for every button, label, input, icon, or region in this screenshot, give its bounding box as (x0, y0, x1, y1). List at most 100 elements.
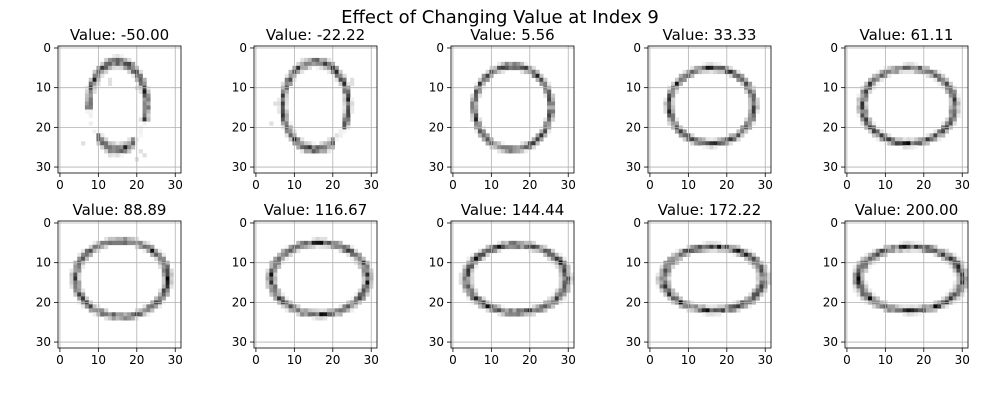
image-pixel (759, 292, 764, 297)
image-pixel (864, 89, 869, 94)
image-pixel (462, 272, 467, 277)
image-pixel (570, 280, 575, 285)
image-pixel (504, 244, 509, 250)
image-pixel (73, 284, 78, 289)
image-pixel (470, 276, 475, 281)
image-pixel (701, 304, 706, 309)
image-pixel (92, 244, 97, 250)
image-pixel (497, 304, 502, 309)
image-pixel (747, 97, 753, 102)
image-pixel (458, 276, 463, 281)
image-pixel (856, 264, 861, 269)
image-pixel (334, 133, 339, 138)
y-tick-label: 10 (626, 256, 641, 270)
image-pixel (296, 248, 301, 254)
image-pixel (875, 81, 880, 86)
panel-title: Value: 200.00 (855, 201, 959, 219)
image-pixel (300, 149, 305, 154)
image-pixel (161, 256, 166, 261)
image-pixel (104, 141, 109, 146)
image-pixel (296, 141, 301, 146)
image-pixel (265, 280, 270, 285)
image-pixel (477, 89, 483, 94)
image-pixel (342, 81, 347, 86)
image-pixel (111, 61, 116, 67)
x-tick-label: 30 (561, 353, 576, 367)
image-pixel (462, 276, 467, 281)
image-pixel (941, 121, 946, 126)
x-tick-label: 10 (91, 178, 106, 192)
image-pixel (280, 89, 286, 94)
x-tick-label: 30 (758, 178, 773, 192)
image-pixel (508, 145, 513, 150)
image-pixel (497, 240, 502, 246)
image-pixel (346, 252, 351, 258)
image-pixel (868, 129, 873, 134)
image-pixel (550, 292, 556, 297)
image-pixel (474, 296, 479, 301)
image-pixel (346, 97, 351, 102)
image-pixel (713, 65, 718, 71)
image-pixel (690, 248, 695, 254)
image-pixel (543, 133, 548, 138)
image-pixel (288, 137, 293, 142)
image-pixel (732, 252, 737, 258)
image-pixel (350, 304, 355, 309)
image-pixel (550, 105, 556, 110)
image-pixel (265, 272, 270, 277)
image-pixel (273, 280, 278, 285)
image-pixel (165, 284, 170, 289)
image-pixel (856, 272, 861, 277)
image-pixel (914, 65, 919, 71)
image-pixel (342, 129, 347, 134)
x-tick-label: 10 (681, 178, 696, 192)
image-pixel (342, 113, 347, 118)
image-pixel (728, 141, 733, 146)
image-pixel (146, 113, 151, 118)
image-pixel (470, 292, 475, 297)
image-pixel (111, 240, 116, 246)
image-pixel (497, 61, 502, 67)
image-pixel (952, 93, 957, 98)
axes-frame (647, 45, 772, 174)
image-pixel (701, 61, 706, 67)
image-pixel (107, 316, 113, 321)
image-pixel (280, 117, 286, 122)
image-pixel (860, 296, 865, 301)
image-pixel (929, 137, 934, 142)
image-pixel (470, 288, 475, 293)
image-pixel (535, 308, 540, 313)
image-pixel (547, 129, 552, 134)
image-pixel (891, 304, 896, 309)
image-pixel (547, 113, 552, 118)
image-pixel (562, 264, 567, 269)
image-pixel (690, 308, 695, 313)
y-tick-label: 0 (633, 41, 641, 55)
image-pixel (481, 252, 486, 258)
image-pixel (728, 133, 733, 138)
image-pixel (709, 304, 714, 309)
image-pixel (531, 312, 536, 317)
image-pixel (146, 117, 151, 122)
image-pixel (92, 308, 97, 313)
image-pixel (655, 276, 660, 281)
image-pixel (365, 292, 370, 297)
image-pixel (910, 308, 915, 313)
image-pixel (667, 117, 672, 122)
image-pixel (948, 89, 953, 94)
image-pixel (906, 137, 911, 142)
image-pixel (918, 69, 923, 75)
image-pixel (860, 284, 865, 289)
image-pixel (871, 81, 877, 86)
image-pixel (674, 121, 680, 126)
image-pixel (956, 101, 961, 106)
image-pixel (674, 248, 680, 254)
image-pixel (864, 268, 869, 273)
image-pixel (933, 308, 938, 313)
y-tick-label: 0 (239, 216, 247, 230)
image-pixel (902, 240, 907, 246)
image-pixel (273, 101, 278, 106)
image-pixel (353, 304, 359, 309)
image-pixel (516, 240, 521, 246)
